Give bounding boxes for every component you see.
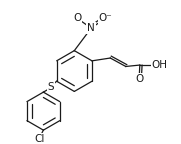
Text: N: N: [87, 23, 95, 33]
Text: O: O: [135, 74, 143, 84]
Text: OH: OH: [152, 60, 168, 70]
Text: O⁻: O⁻: [98, 13, 112, 23]
Text: S: S: [48, 82, 54, 92]
Text: Cl: Cl: [34, 134, 44, 144]
Text: O: O: [73, 13, 81, 23]
